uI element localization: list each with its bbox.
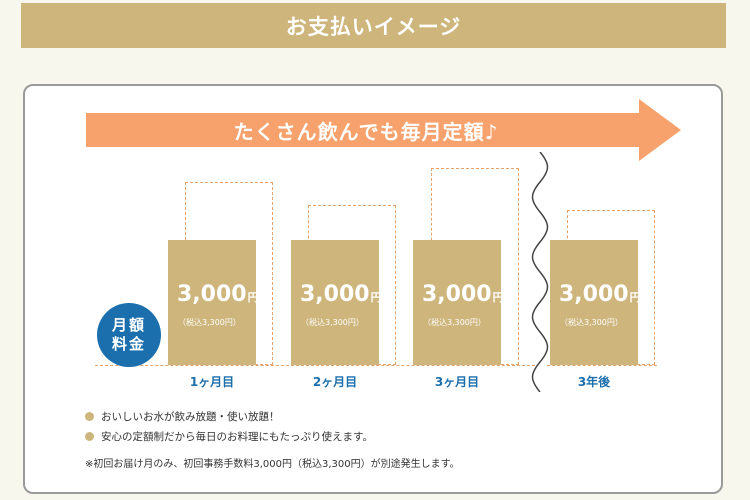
feature-bullet: 安心の定額制だから毎日のお料理にもたっぷり使えます。 <box>85 427 373 445</box>
banner-text: たくさん飲んでも毎月定額♪ <box>233 119 499 144</box>
badge-line-1: 月額 <box>111 316 146 334</box>
price-value: 3,000円 <box>559 282 641 307</box>
bullet-dot-icon <box>85 411 94 421</box>
badge-line-2: 料金 <box>111 335 146 353</box>
footnote: ※初回お届け月のみ、初回事務手数料3,000円（税込3,300円）が別途発生しま… <box>85 459 460 470</box>
section-title-text: お支払いイメージ <box>285 14 462 39</box>
period-label-month-3: 3ヶ月目 <box>434 375 480 389</box>
baseline <box>95 365 535 366</box>
price-bar-month-3: 3,000円 （税込3,300円） <box>413 240 504 365</box>
tax-note: （税込3,300円） <box>178 318 241 327</box>
price-value: 3,000円 <box>422 282 504 307</box>
arrow-banner <box>86 99 681 161</box>
arrow-right-icon <box>86 99 681 161</box>
period-label-year-3: 3年後 <box>577 375 611 389</box>
time-break-wave <box>531 152 549 392</box>
bullet-text: 安心の定額制だから毎日のお料理にもたっぷり使えます。 <box>101 430 373 443</box>
bullet-text: おいしいお水が飲み放題・使い放題！ <box>101 410 280 423</box>
tax-note: （税込3,300円） <box>423 318 486 327</box>
bullet-dot-icon <box>85 431 94 441</box>
price-bar-month-2: 3,000円 （税込3,300円） <box>291 240 382 365</box>
monthly-fee-badge: 月額 料金 <box>97 303 161 367</box>
baseline-after-break <box>547 365 657 366</box>
period-label-month-1: 1ヶ月目 <box>189 375 235 389</box>
price-value: 3,000円 <box>300 282 382 307</box>
tax-note: （税込3,300円） <box>301 318 364 327</box>
section-title: お支払いイメージ <box>21 3 726 48</box>
price-bar-month-1: 3,000円 （税込3,300円） <box>168 240 259 365</box>
price-bar-year-3: 3,000円 （税込3,300円） <box>550 240 641 365</box>
feature-bullet: おいしいお水が飲み放題・使い放題！ <box>85 407 280 425</box>
period-label-month-2: 2ヶ月目 <box>312 375 358 389</box>
tax-note: （税込3,300円） <box>560 318 623 327</box>
price-value: 3,000円 <box>177 282 259 307</box>
